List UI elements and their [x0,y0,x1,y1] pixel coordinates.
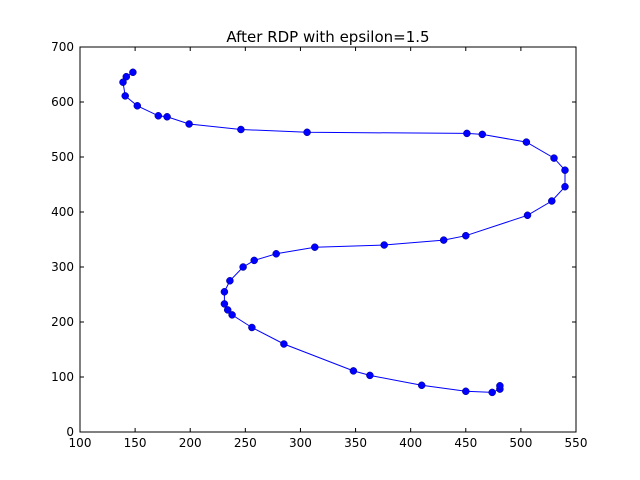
data-point [463,129,471,138]
y-tick-label: 600 [51,95,74,109]
x-tick-label: 200 [179,436,202,450]
x-tick-label: 150 [124,436,147,450]
data-point [488,388,496,397]
data-point [228,311,236,319]
x-tick-label: 350 [344,436,367,450]
data-point [523,211,532,220]
data-point [478,130,487,139]
data-point [462,387,470,396]
x-tick-label: 400 [399,436,422,450]
data-point [121,92,129,100]
y-tick-label: 0 [66,425,74,439]
x-tick-label: 100 [69,436,92,450]
data-point [220,300,229,308]
x-tick-label: 250 [234,436,257,450]
data-point [223,306,232,314]
data-point [462,231,470,240]
data-point [417,381,426,390]
data-point [561,182,569,191]
series-layer [119,68,569,397]
data-point [129,68,137,77]
data-point [122,72,131,81]
data-point [163,113,171,121]
data-point [522,138,531,146]
data-point [237,125,245,134]
data-point [280,340,288,348]
x-axis: 100 150 200 250 300 350 400 450 500 550 [69,47,588,450]
data-point [303,128,311,137]
data-point [185,120,193,128]
data-point [366,371,374,380]
y-tick-label: 200 [51,315,74,329]
data-point [272,250,280,258]
y-axis: 0 100 200 300 400 500 600 700 [51,40,576,439]
data-point [496,382,504,390]
data-point [248,323,256,332]
x-tick-label: 550 [565,436,588,450]
plot-area [79,46,577,433]
y-tick-label: 400 [51,205,74,219]
data-point [226,277,234,285]
y-tick-label: 500 [51,150,74,164]
data-point [548,197,556,205]
x-tick-label: 450 [454,436,477,450]
y-tick-label: 700 [51,40,74,54]
data-point [119,78,127,86]
data-point [239,263,247,271]
data-point [133,102,142,110]
data-point [561,166,569,174]
x-tick-label: 300 [289,436,312,450]
data-point [349,367,358,375]
data-point [439,236,448,244]
chart-title: After RDP with epsilon=1.5 [226,28,429,46]
x-tick-label: 500 [509,436,532,450]
data-point [220,288,229,296]
y-tick-label: 300 [51,260,74,274]
data-point [311,243,319,251]
data-point [380,241,388,249]
y-tick-label: 100 [51,370,74,384]
data-point [250,256,258,265]
data-point [154,112,163,120]
data-point [550,154,558,162]
